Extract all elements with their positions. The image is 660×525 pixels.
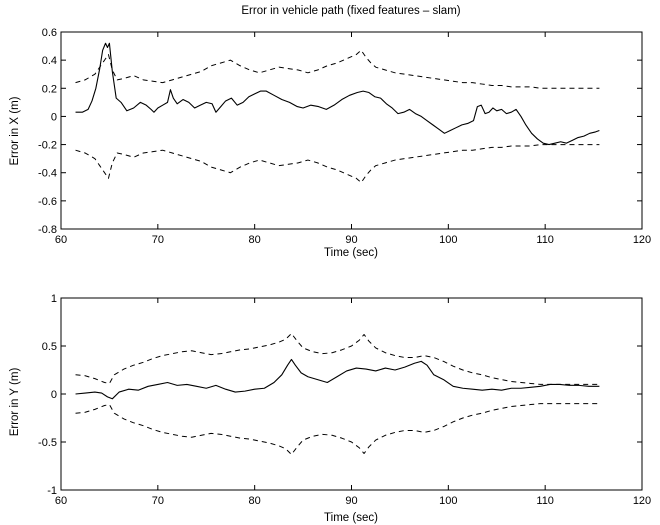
series-line-bound [75, 144, 600, 184]
series-line-estimate [75, 358, 600, 400]
y-tick-label: 1 [51, 293, 57, 305]
x-tick-label: 100 [439, 234, 457, 246]
y-axis-title: Error in X (m) [9, 96, 21, 165]
y-tick-label: 0 [51, 111, 57, 123]
x-tick-label: 60 [55, 234, 67, 246]
x-tick-label: 90 [345, 495, 357, 507]
x-tick-label: 70 [152, 495, 164, 507]
panel-x-error: Error in vehicle path (fixed features – … [9, 5, 651, 259]
y-tick-label: -0.6 [38, 196, 57, 208]
x-tick-label: 110 [536, 234, 554, 246]
chart-title: Error in vehicle path (fixed features – … [241, 5, 460, 17]
x-tick-label: 80 [249, 234, 261, 246]
x-axis-title: Time (sec) [324, 512, 378, 524]
x-tick-label: 120 [633, 495, 651, 507]
x-tick-label: 110 [536, 495, 554, 507]
y-tick-label: -0.8 [38, 224, 57, 236]
plot-area-x: 60 70 80 90 100 110 120 -0.8 -0.6 -0.4 -0.2 0 0.2 0.4… [38, 27, 651, 246]
plot-area-y: 60 70 80 90 100 110 120 -1 -0.5 0 0.5 1 [38, 293, 651, 507]
panel-y-error: 60 70 80 90 100 110 120-1-0.500.51 Time (sec) … [9, 293, 651, 524]
y-tick-label: -0.4 [38, 168, 57, 180]
y-tick-label: 0 [51, 389, 57, 401]
y-axis-title: Error in Y (m) [9, 368, 21, 437]
series-line-bound [75, 403, 600, 455]
x-tick-label: 80 [249, 495, 261, 507]
series-line-bound [75, 333, 600, 385]
series-line-estimate [75, 42, 600, 146]
y-tick-label: 0.2 [42, 83, 57, 95]
y-tick-label: 0.4 [42, 55, 57, 67]
y-tick-label: -0.5 [38, 437, 57, 449]
y-tick-label: 0.5 [42, 341, 57, 353]
y-tick-label: 0.6 [42, 27, 57, 39]
y-tick-label: -0.2 [38, 140, 57, 152]
x-tick-label: 60 [55, 495, 67, 507]
x-tick-label: 100 [439, 495, 457, 507]
x-tick-label: 120 [633, 234, 651, 246]
x-axis-title: Time (sec) [324, 247, 378, 259]
x-tick-label: 90 [345, 234, 357, 246]
x-tick-label: 70 [152, 234, 164, 246]
series-line-bound [75, 49, 600, 89]
y-tick-label: -1 [47, 485, 57, 497]
